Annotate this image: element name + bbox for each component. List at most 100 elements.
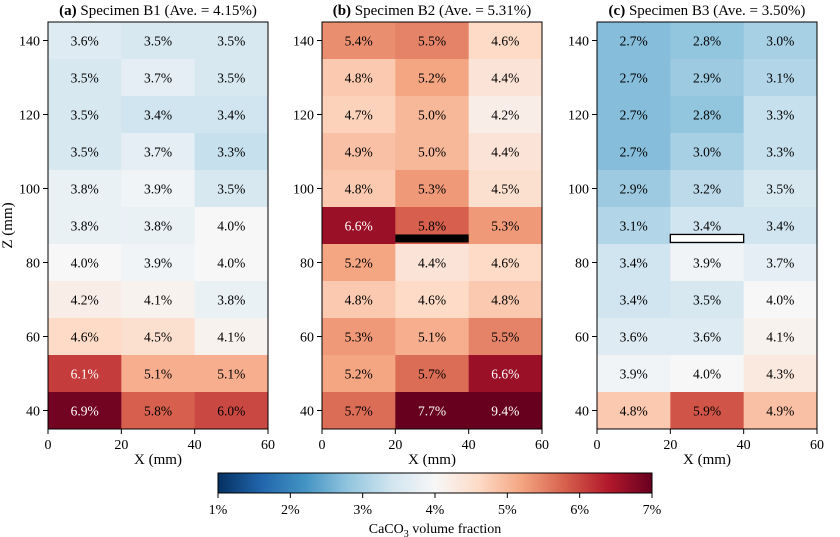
heatmap-cell [48, 96, 122, 134]
heatmap-cell [597, 355, 671, 393]
cell-value-label: 3.6% [693, 330, 721, 345]
cell-value-label: 3.6% [620, 330, 648, 345]
heatmap-cell [395, 133, 470, 171]
x-tick-label: 60 [535, 438, 549, 453]
cell-value-label: 3.8% [217, 293, 245, 308]
cell-value-label: 5.9% [693, 404, 721, 419]
heatmap-cell [194, 170, 269, 208]
colorbar-tick-label: 6% [570, 503, 589, 518]
cell-value-label: 3.5% [217, 34, 245, 49]
heatmap-cell [395, 355, 470, 393]
cell-value-label: 3.7% [144, 145, 172, 160]
heatmap-cell [670, 244, 745, 282]
heatmap-cell [48, 59, 122, 97]
heatmap-cell [121, 318, 196, 356]
heatmap-cell [597, 244, 671, 282]
cell-value-label: 4.0% [71, 256, 99, 271]
heatmap-cell [395, 96, 470, 134]
cell-value-label: 3.0% [693, 145, 721, 160]
x-tick-label: 0 [594, 438, 601, 453]
heatmap-cell [121, 207, 196, 245]
cell-value-label: 4.5% [144, 330, 172, 345]
cell-value-label: 2.7% [620, 71, 648, 86]
panel-title-text: Specimen B2 (Ave. = 5.31%) [355, 3, 531, 19]
heatmap-cell [121, 96, 196, 134]
heatmap-cell [468, 59, 543, 97]
cell-value-label: 5.2% [418, 71, 446, 86]
cell-value-label: 6.6% [491, 367, 519, 382]
cell-value-label: 5.3% [418, 182, 446, 197]
heatmap-cell [597, 96, 671, 134]
cell-value-label: 4.6% [491, 34, 519, 49]
heatmap-cell [121, 281, 196, 319]
heatmap-cell [597, 22, 671, 60]
cell-value-label: 4.6% [418, 293, 446, 308]
cell-value-label: 4.6% [71, 330, 99, 345]
cell-value-label: 5.1% [418, 330, 446, 345]
z-tick-label: 140 [568, 35, 589, 50]
heatmap-cell [743, 281, 818, 319]
heatmap-cell [468, 207, 543, 245]
cell-value-label: 5.5% [491, 330, 519, 345]
cell-value-label: 3.8% [71, 219, 99, 234]
cell-value-label: 3.6% [71, 34, 99, 49]
cell-value-label: 4.8% [345, 182, 373, 197]
heatmap-cell [121, 133, 196, 171]
cell-value-label: 3.3% [766, 145, 794, 160]
cell-value-label: 5.1% [144, 367, 172, 382]
panel-title-text: Specimen B3 (Ave. = 3.50%) [629, 3, 805, 19]
panels: 3.6% 3.5% 3.5% 3.5% 3.7% 3.5% 3.5% 3.4% 3.4% 3.5%… [0, 3, 824, 468]
cell-value-label: 4.0% [217, 219, 245, 234]
heatmap-cell [121, 244, 196, 282]
cell-value-label: 4.0% [766, 293, 794, 308]
heatmap-cell [121, 392, 196, 430]
cell-value-label: 5.1% [217, 367, 245, 382]
panel-2: 5.4% 5.5% 4.6% 4.8% 5.2% 4.4% 4.7% 5.0% 4.2% 4.9%… [293, 3, 549, 468]
colorbar: 1% 2% 3% 4% 5% 6% 7% CaCO3 volume fraction [209, 472, 662, 537]
cell-value-label: 4.1% [144, 293, 172, 308]
cell-value-label: 6.0% [217, 404, 245, 419]
cell-value-label: 3.8% [144, 219, 172, 234]
panel-3: 2.7% 2.8% 3.0% 2.7% 2.9% 3.1% 2.7% 2.8% 3.3% 2.7%… [568, 3, 824, 468]
heatmap-cell [322, 392, 396, 430]
cell-value-label: 3.5% [217, 71, 245, 86]
heatmap-cell [468, 133, 543, 171]
heatmap-cell [194, 207, 269, 245]
heatmap-cell [395, 281, 470, 319]
heatmap-cell [468, 318, 543, 356]
panel-1: 3.6% 3.5% 3.5% 3.5% 3.7% 3.5% 3.5% 3.4% 3.4% 3.5%… [0, 3, 275, 468]
heatmap-cell [48, 170, 122, 208]
cell-value-label: 2.9% [620, 182, 648, 197]
x-axis-label: X (mm) [408, 452, 456, 468]
cell-value-label: 4.2% [71, 293, 99, 308]
heatmap-cell [670, 281, 745, 319]
cell-value-label: 6.1% [71, 367, 99, 382]
x-tick-label: 0 [319, 438, 326, 453]
heatmap-cell [48, 244, 122, 282]
rebar-marker [669, 233, 745, 244]
cell-value-label: 5.7% [418, 367, 446, 382]
cell-value-label: 3.9% [693, 256, 721, 271]
z-tick-label: 120 [19, 109, 40, 124]
heatmap-cell [48, 207, 122, 245]
heatmap-cell [194, 392, 269, 430]
heatmap-cell [322, 281, 396, 319]
x-tick-label: 40 [737, 438, 751, 453]
cell-value-label: 3.4% [144, 108, 172, 123]
cell-value-label: 3.5% [693, 293, 721, 308]
cell-value-label: 4.5% [491, 182, 519, 197]
colorbar-label: CaCO3 volume fraction [369, 522, 502, 537]
heatmap-cell [670, 318, 745, 356]
cell-value-label: 4.0% [217, 256, 245, 271]
x-tick-label: 20 [663, 438, 677, 453]
heatmap-cell [194, 59, 269, 97]
heatmap-cell [743, 59, 818, 97]
heatmap-cell [743, 355, 818, 393]
z-tick-label: 40 [26, 405, 40, 420]
cell-value-label: 3.9% [144, 182, 172, 197]
colorbar-tick-label: 2% [281, 503, 300, 518]
cell-value-label: 4.9% [766, 404, 794, 419]
cell-value-label: 2.8% [693, 108, 721, 123]
heatmap-cell [743, 207, 818, 245]
cell-value-label: 5.2% [345, 256, 373, 271]
